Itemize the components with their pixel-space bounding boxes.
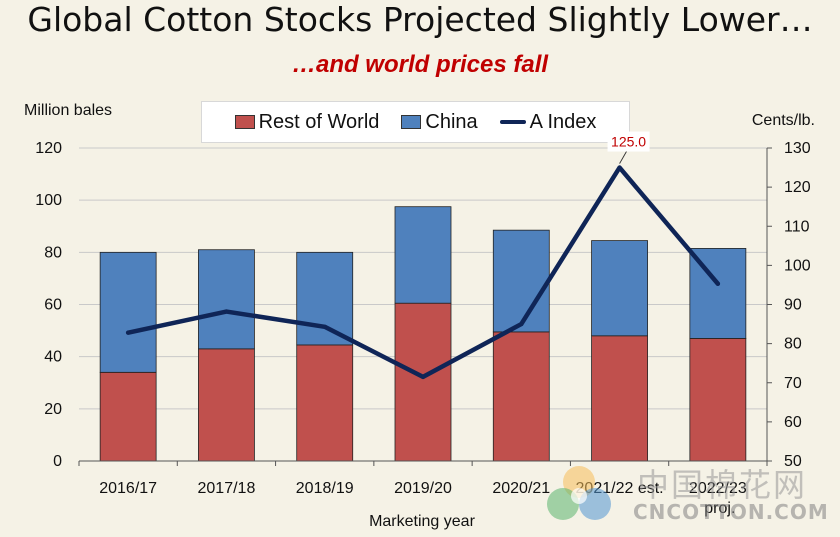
a-index-point bbox=[421, 374, 425, 379]
bar-rest-of-world bbox=[99, 371, 157, 462]
bar-china bbox=[198, 249, 255, 350]
chart-title: Global Cotton Stocks Projected Slightly … bbox=[27, 0, 813, 39]
y-axis-right-title: Cents/lb. bbox=[752, 112, 815, 129]
y-axis-left-title: Million bales bbox=[24, 102, 112, 119]
legend-item-china: China bbox=[401, 110, 478, 134]
legend-item-a-index: A Index bbox=[499, 110, 597, 134]
annotation-label: 125.0 bbox=[611, 134, 646, 150]
bar-china bbox=[296, 251, 354, 346]
a-index-point bbox=[617, 165, 622, 170]
y-right-tick-label: 60 bbox=[784, 414, 802, 431]
y-right-tick-label: 90 bbox=[784, 297, 802, 314]
bar-rest-of-world bbox=[296, 344, 354, 462]
y-right-tick-label: 120 bbox=[784, 179, 811, 196]
bar-rest-of-world bbox=[492, 331, 550, 462]
bar-rest-of-world bbox=[394, 302, 452, 462]
bars bbox=[99, 206, 747, 462]
x-tick-label: 2016/17 bbox=[99, 480, 157, 497]
y-right-tick-label: 70 bbox=[784, 375, 802, 392]
x-tick-label: 2021/22 est. bbox=[576, 480, 664, 497]
y-left-tick-label: 120 bbox=[35, 140, 62, 157]
bar-rest-of-world bbox=[198, 348, 255, 462]
annotation-leader bbox=[619, 149, 629, 164]
y-left-tick-label: 100 bbox=[35, 192, 62, 209]
a-index-point bbox=[224, 309, 229, 314]
bar-china bbox=[99, 251, 157, 373]
a-index-point bbox=[126, 330, 131, 335]
x-tick-label-suffix: proj. bbox=[704, 500, 735, 517]
x-tick-label: 2017/18 bbox=[198, 480, 256, 497]
a-index-line-group bbox=[125, 165, 721, 380]
x-tick-label: 2019/20 bbox=[394, 480, 452, 497]
y-left-tick-label: 20 bbox=[44, 401, 62, 418]
bar-china bbox=[394, 206, 452, 304]
legend-label-china: China bbox=[425, 110, 478, 133]
legend-label-a-index: A Index bbox=[529, 110, 597, 133]
x-tick-label: 2022/23 bbox=[689, 480, 747, 497]
a-index-point bbox=[715, 281, 720, 286]
legend: Rest of World China A Index bbox=[201, 101, 630, 143]
legend-label-rest-of-world: Rest of World bbox=[258, 110, 380, 133]
tick-labels: 0 20 40 60 80 100 120 50 60 70 80 90 100 110 120 130 201… bbox=[35, 140, 811, 517]
y-left-tick-label: 0 bbox=[53, 453, 62, 470]
y-right-tick-label: 80 bbox=[784, 336, 802, 353]
legend-swatch-rest-of-world bbox=[234, 115, 255, 129]
bar-china bbox=[591, 240, 648, 337]
a-index-point bbox=[519, 322, 524, 327]
axes bbox=[78, 147, 772, 466]
bar-rest-of-world bbox=[689, 338, 747, 462]
annotations: 125.0 bbox=[607, 131, 650, 164]
x-axis-title: Marketing year bbox=[369, 513, 475, 530]
y-right-tick-label: 100 bbox=[784, 257, 811, 274]
y-right-tick-label: 130 bbox=[784, 140, 811, 157]
legend-swatch-china bbox=[401, 115, 422, 129]
chart-subtitle: …and world prices fall bbox=[291, 51, 549, 78]
y-right-tick-label: 50 bbox=[784, 453, 802, 470]
y-right-tick-label: 110 bbox=[784, 218, 810, 235]
y-left-tick-label: 80 bbox=[44, 244, 62, 261]
x-tick-label: 2018/19 bbox=[296, 480, 354, 497]
legend-swatch-a-index bbox=[499, 120, 526, 124]
y-left-tick-label: 40 bbox=[44, 349, 62, 366]
bar-china bbox=[492, 229, 550, 333]
annotation-box bbox=[607, 131, 650, 152]
x-tick-label: 2020/21 bbox=[492, 480, 550, 497]
a-index-point bbox=[322, 324, 327, 329]
y-left-tick-label: 60 bbox=[44, 297, 62, 314]
bar-rest-of-world bbox=[591, 335, 648, 462]
legend-item-rest-of-world: Rest of World bbox=[234, 110, 380, 134]
